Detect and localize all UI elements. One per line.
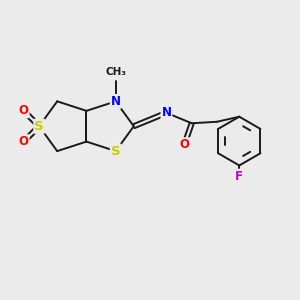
Text: F: F (235, 170, 243, 183)
Text: O: O (19, 135, 29, 148)
Text: S: S (34, 120, 44, 133)
Text: S: S (111, 145, 121, 158)
Text: N: N (111, 95, 121, 108)
Text: CH₃: CH₃ (106, 67, 127, 77)
Text: O: O (179, 138, 189, 151)
Text: O: O (19, 104, 29, 117)
Text: N: N (161, 106, 172, 119)
